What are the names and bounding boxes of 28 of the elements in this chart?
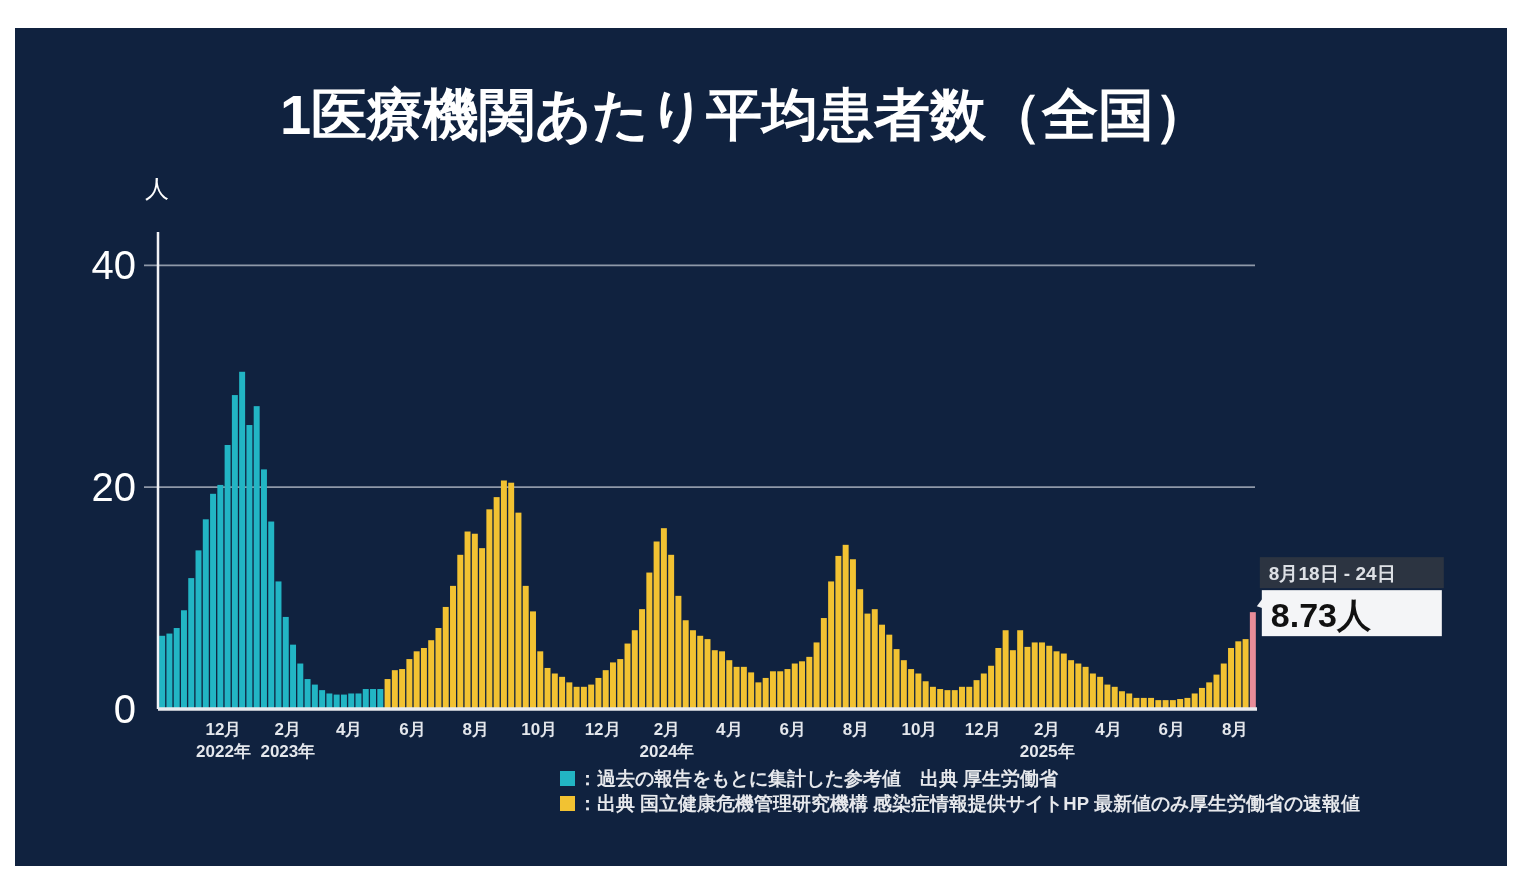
- y-axis-title: 人: [145, 175, 169, 202]
- bar: [1242, 639, 1249, 709]
- legend-label: ：過去の報告をもとに集計した参考値 出典 厚生労働省: [578, 768, 1060, 789]
- x-tick-label: 12月: [584, 720, 621, 739]
- x-tick-label: 2月 2024年: [639, 720, 695, 761]
- legend-label: ：出典 国立健康危機管理研究機構 感染症情報提供サイトHP 最新値のみ厚生労働省の速報値: [578, 793, 1360, 814]
- x-tick-label: 6月: [779, 720, 806, 739]
- x-tick-label: 2月 2025年: [1019, 720, 1075, 761]
- x-tick-label: 12月: [964, 720, 1001, 739]
- x-tick-label: 4月: [335, 720, 363, 739]
- x-tick-label: 12月 2022年: [196, 720, 251, 761]
- annotation: 8月18日 - 24日: [1268, 563, 1396, 585]
- y-tick-label: 40: [91, 243, 136, 288]
- y-tick-label: 20: [91, 465, 136, 510]
- x-tick-label: 6月: [399, 720, 426, 739]
- y-tick-label: 0: [113, 687, 136, 731]
- x-tick-label: 8月: [1221, 720, 1249, 739]
- bar: [1249, 612, 1256, 709]
- x-tick-label: 8月: [462, 720, 490, 739]
- x-tick-label: 6月: [1158, 720, 1186, 739]
- x-tick-label: 10月: [521, 720, 558, 739]
- x-tick-label: 4月: [716, 720, 743, 739]
- annotation: 8.73人: [1270, 596, 1372, 635]
- chart-title: 1医療機関あたり平均患者数（全国）: [279, 83, 1211, 146]
- x-tick-label: 8月: [842, 720, 870, 739]
- x-tick-label: 10月: [901, 720, 938, 739]
- x-tick-label: 4月: [1095, 720, 1122, 739]
- x-tick-label: 2月 2023年: [260, 720, 316, 761]
